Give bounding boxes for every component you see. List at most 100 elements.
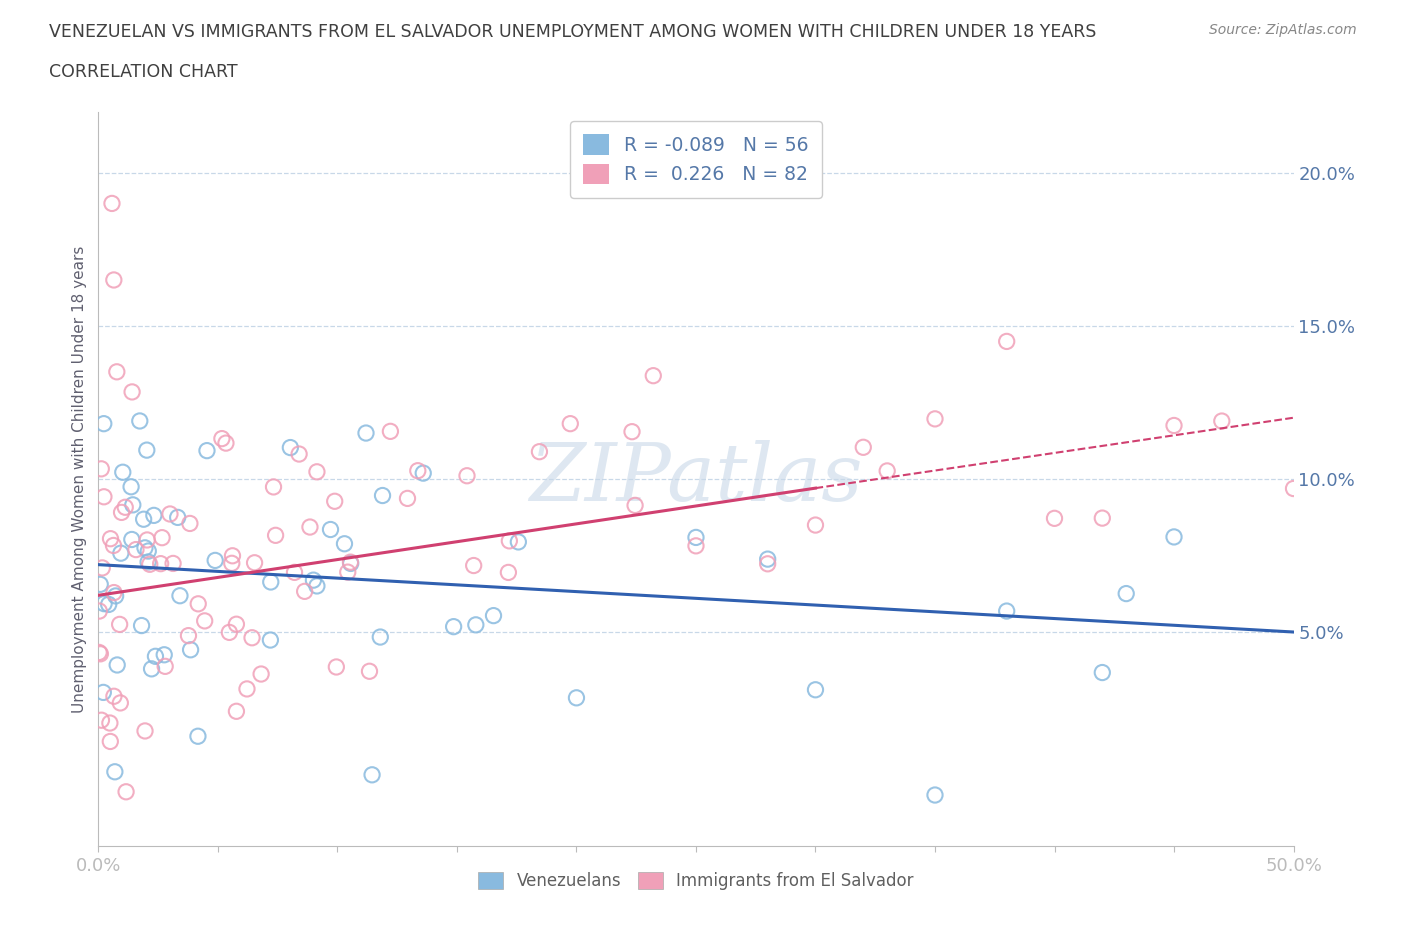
Point [756,556,779,571]
Point [305,464,328,479]
Point [336,565,359,579]
Point [100,531,122,546]
Point [221,556,243,571]
Point [90,712,112,727]
Point [260,575,283,590]
Point [456,469,478,484]
Point [298,520,321,535]
Point [1211,414,1233,429]
Point [128,414,150,429]
Point [132,512,155,526]
Point [104,589,127,604]
Point [153,659,176,674]
Point [339,556,361,571]
Point [876,463,898,478]
Point [204,553,226,568]
Point [1043,511,1066,525]
Point [169,589,191,604]
Point [924,788,946,803]
Point [179,516,201,531]
Point [624,498,647,512]
Point [756,551,779,566]
Point [406,463,429,478]
Point [89,577,111,591]
Point [145,649,167,664]
Point [368,630,391,644]
Point [134,724,156,738]
Point [211,432,233,446]
Point [103,272,125,287]
Point [141,661,163,676]
Point [804,683,827,698]
Text: VENEZUELAN VS IMMIGRANTS FROM EL SALVADOR UNEMPLOYMENT AMONG WOMEN WITH CHILDREN: VENEZUELAN VS IMMIGRANTS FROM EL SALVADO… [49,23,1097,41]
Point [149,556,172,571]
Point [560,417,582,432]
Point [115,784,138,799]
Point [105,658,128,672]
Point [339,554,361,569]
Point [1091,511,1114,525]
Point [180,643,202,658]
Point [121,498,143,512]
Point [498,565,520,580]
Point [302,573,325,588]
Point [87,645,110,660]
Point [412,466,434,481]
Point [89,646,111,661]
Point [194,614,217,629]
Point [103,538,125,553]
Point [159,507,181,522]
Point [1091,665,1114,680]
Y-axis label: Unemployment Among Women with Children Under 18 years: Unemployment Among Women with Children U… [72,246,87,712]
Point [498,534,520,549]
Point [104,764,127,779]
Point [136,533,159,548]
Point [361,767,384,782]
Point [98,715,121,730]
Point [396,491,419,506]
Point [91,685,114,700]
Point [142,508,165,523]
Point [565,690,588,705]
Point [131,618,153,633]
Point [280,440,302,455]
Point [995,604,1018,618]
Point [1163,418,1185,433]
Point [166,510,188,525]
Point [114,499,136,514]
Point [482,608,505,623]
Point [1282,481,1305,496]
Point [91,561,114,576]
Point [98,734,121,749]
Point [111,465,134,480]
Point [240,631,263,645]
Point [323,494,346,509]
Point [121,384,143,399]
Point [105,365,128,379]
Point [463,558,485,573]
Point [529,445,551,459]
Point [508,535,530,550]
Point [263,480,285,495]
Point [93,417,115,432]
Point [283,565,305,579]
Point [177,628,200,643]
Point [134,540,156,555]
Point [333,537,356,551]
Point [643,368,665,383]
Point [215,435,238,450]
Point [685,538,707,553]
Point [103,585,125,600]
Point [110,546,132,561]
Point [924,411,946,426]
Point [359,664,381,679]
Point [294,584,316,599]
Point [464,618,486,632]
Point [852,440,875,455]
Point [121,532,143,547]
Point [225,617,247,631]
Point [288,446,311,461]
Point [319,522,342,537]
Point [995,334,1018,349]
Legend: Venezuelans, Immigrants from El Salvador: Venezuelans, Immigrants from El Salvador [471,865,921,897]
